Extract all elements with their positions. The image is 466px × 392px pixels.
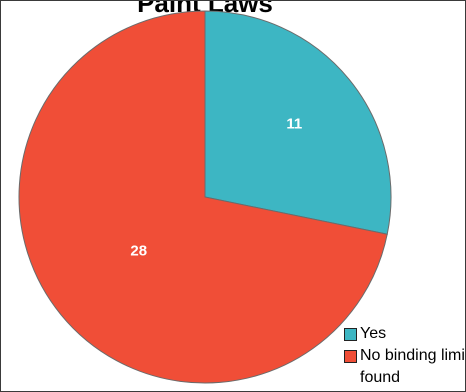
legend-label-no-binding-limit: No binding limit found <box>360 347 466 386</box>
legend-swatch-yes <box>344 328 357 341</box>
data-label-yes: 11 <box>286 116 302 133</box>
legend-item-no-binding-limit: No binding limit found <box>344 345 466 389</box>
pie-slice-no-binding-limit <box>18 10 388 384</box>
pie-slices <box>18 10 392 384</box>
legend: Yes No binding limit found <box>344 323 466 389</box>
pie-slice-yes <box>204 10 392 235</box>
legend-label-yes: Yes <box>360 325 387 342</box>
pie-data-labels: 11 28 <box>130 116 302 260</box>
data-label-no-binding-limit: 28 <box>130 243 147 260</box>
legend-item-yes: Yes <box>344 323 465 345</box>
legend-swatch-no-binding-limit <box>344 350 357 363</box>
